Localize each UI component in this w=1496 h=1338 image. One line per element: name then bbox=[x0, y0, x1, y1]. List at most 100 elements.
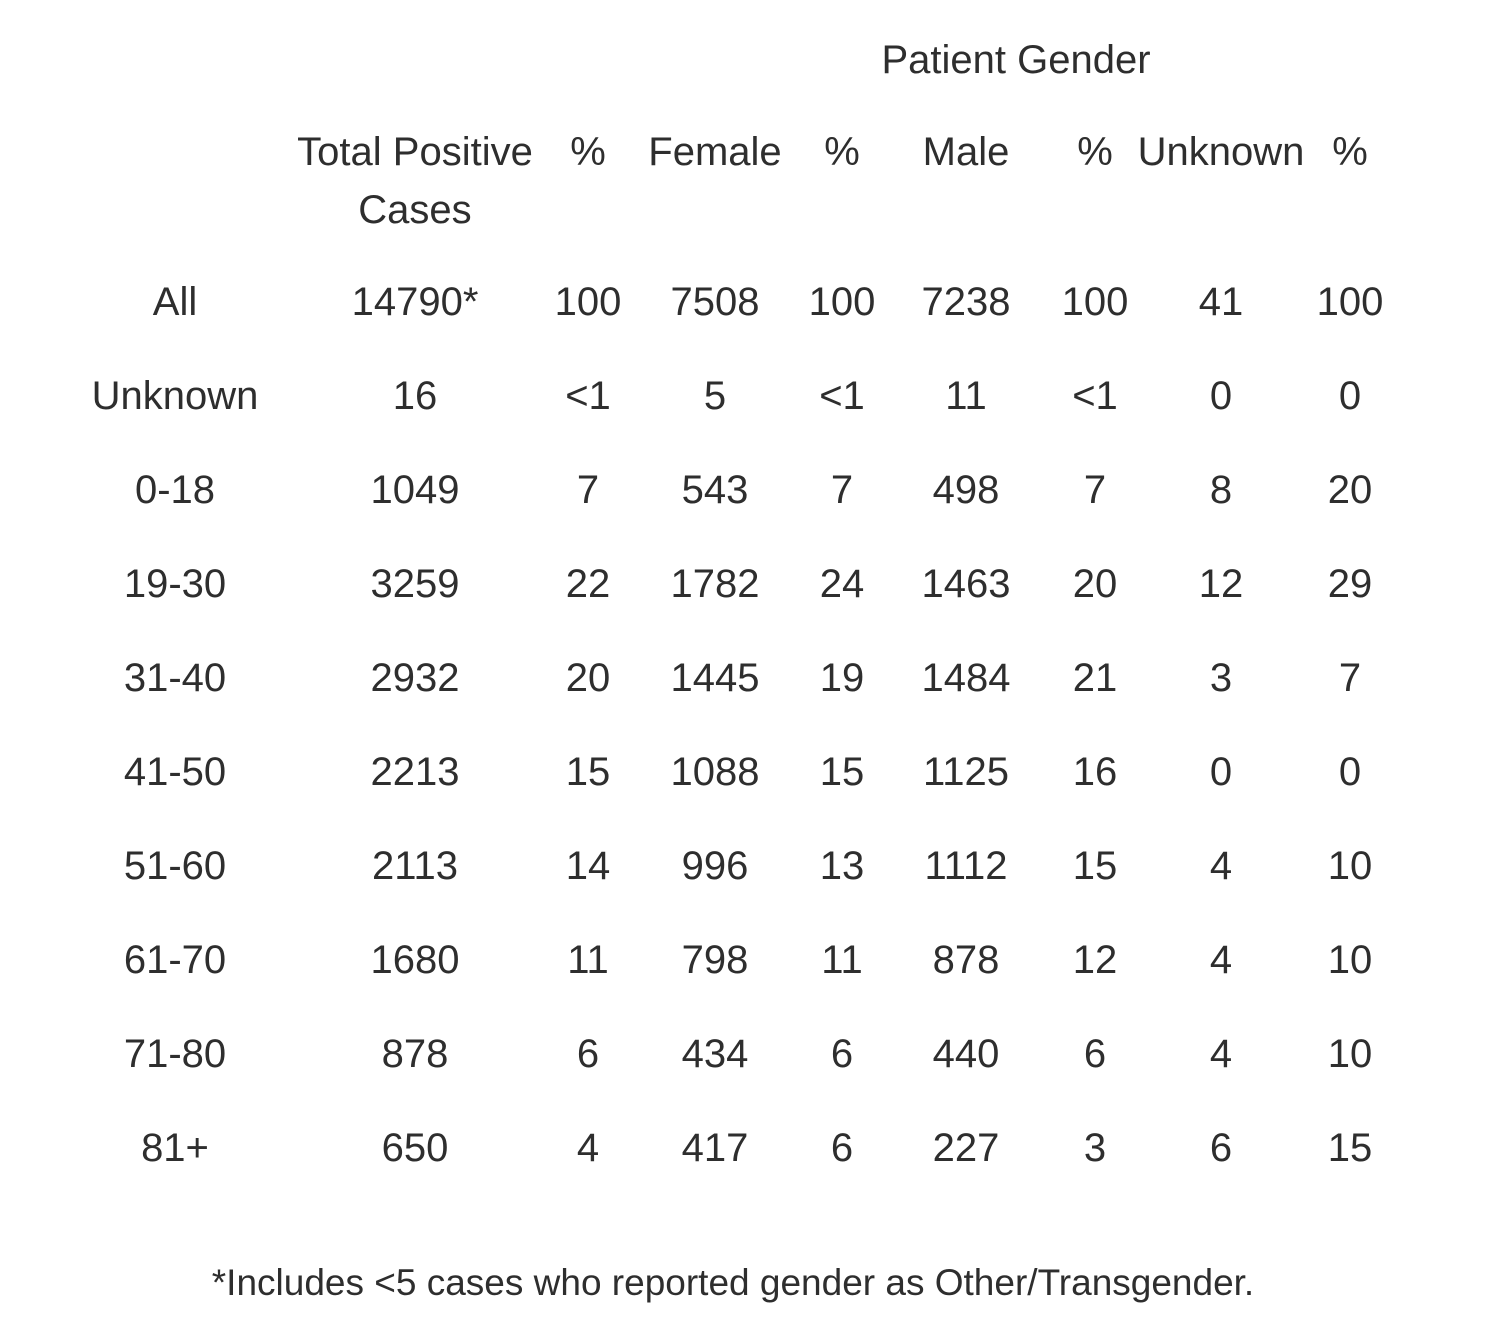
cell-female: 7508 bbox=[670, 279, 760, 324]
cell-male-pct: 7 bbox=[1083, 467, 1107, 512]
table-title: Patient Gender bbox=[881, 38, 1151, 82]
cell-unknown-pct: 0 bbox=[1338, 749, 1362, 794]
cell-total-positive-cases: 650 bbox=[381, 1125, 449, 1170]
cell-unknown-pct: 10 bbox=[1327, 843, 1373, 888]
cell-male: 878 bbox=[932, 937, 1000, 982]
cell-unknown-pct: 15 bbox=[1327, 1125, 1373, 1170]
cell-female: 996 bbox=[681, 843, 749, 888]
row-label: 71-80 bbox=[123, 1031, 227, 1076]
cell-male: 498 bbox=[932, 467, 1000, 512]
cell-male-pct: 6 bbox=[1083, 1031, 1107, 1076]
header-female: Female bbox=[648, 130, 782, 174]
row-label: 61-70 bbox=[123, 937, 227, 982]
row-label: 41-50 bbox=[123, 749, 227, 794]
cell-female: 417 bbox=[681, 1125, 749, 1170]
cell-total-positive-cases: 878 bbox=[381, 1031, 449, 1076]
cell-male: 1125 bbox=[922, 749, 1009, 794]
row-label: Unknown bbox=[91, 373, 259, 418]
cell-total-positive-cases: 2113 bbox=[371, 843, 458, 888]
header-male: Male bbox=[922, 130, 1010, 174]
header-male-pct: % bbox=[1077, 130, 1113, 174]
data-table: Total Positive Cases % Female % Male % Un… bbox=[60, 123, 1406, 1195]
cell-total-positive-cases: 2932 bbox=[370, 655, 460, 700]
cell-total-positive-cases: 1680 bbox=[370, 937, 460, 982]
cell-female-pct: 11 bbox=[821, 937, 863, 982]
cell-unknown: 0 bbox=[1209, 373, 1233, 418]
cell-unknown: 12 bbox=[1198, 561, 1244, 606]
cell-total-pct: 100 bbox=[554, 279, 622, 324]
cell-male: 11 bbox=[945, 373, 987, 418]
cell-male: 227 bbox=[932, 1125, 1000, 1170]
cell-unknown: 4 bbox=[1209, 843, 1233, 888]
cell-unknown: 4 bbox=[1209, 937, 1233, 982]
cell-total-pct: 4 bbox=[576, 1125, 600, 1170]
cell-unknown: 0 bbox=[1209, 749, 1233, 794]
cell-female: 543 bbox=[681, 467, 749, 512]
cell-female-pct: 7 bbox=[830, 467, 854, 512]
cell-total-pct: 20 bbox=[565, 655, 611, 700]
header-unknown-pct: % bbox=[1332, 130, 1368, 174]
cell-female-pct: 15 bbox=[819, 749, 865, 794]
cell-female-pct: 13 bbox=[819, 843, 865, 888]
cell-total-pct: 6 bbox=[576, 1031, 600, 1076]
cell-total-positive-cases: 2213 bbox=[370, 749, 460, 794]
cell-male-pct: <1 bbox=[1072, 373, 1118, 418]
cell-female: 1445 bbox=[670, 655, 760, 700]
cell-unknown: 41 bbox=[1198, 279, 1244, 324]
row-label: 51-60 bbox=[123, 843, 227, 888]
row-label: 19-30 bbox=[123, 561, 227, 606]
cell-male-pct: 100 bbox=[1061, 279, 1129, 324]
cell-total-positive-cases: 14790* bbox=[351, 279, 479, 324]
cell-unknown-pct: 29 bbox=[1327, 561, 1373, 606]
row-label: All bbox=[152, 279, 198, 324]
cell-male-pct: 12 bbox=[1072, 937, 1118, 982]
cell-male-pct: 3 bbox=[1083, 1125, 1107, 1170]
header-total-positive-cases: Total Positive Cases bbox=[290, 123, 540, 255]
cell-unknown-pct: 10 bbox=[1327, 1031, 1373, 1076]
cell-unknown: 4 bbox=[1209, 1031, 1233, 1076]
cell-female-pct: 19 bbox=[819, 655, 865, 700]
header-unknown: Unknown bbox=[1137, 130, 1305, 174]
cell-male: 1484 bbox=[921, 655, 1011, 700]
cell-male: 7238 bbox=[921, 279, 1011, 324]
cell-female: 1088 bbox=[670, 749, 760, 794]
cell-unknown-pct: 100 bbox=[1316, 279, 1384, 324]
row-label: 0-18 bbox=[134, 467, 216, 512]
cell-male: 1463 bbox=[921, 561, 1011, 606]
cell-female: 1782 bbox=[670, 561, 760, 606]
cell-female: 5 bbox=[703, 373, 727, 418]
header-total-pct: % bbox=[570, 130, 606, 174]
cell-female-pct: <1 bbox=[819, 373, 865, 418]
cell-female-pct: 6 bbox=[830, 1125, 854, 1170]
cell-male-pct: 20 bbox=[1072, 561, 1118, 606]
cell-total-pct: 15 bbox=[565, 749, 611, 794]
cell-male: 440 bbox=[932, 1031, 1000, 1076]
header-female-pct: % bbox=[824, 130, 860, 174]
footnote: *Includes <5 cases who reported gender a… bbox=[211, 1262, 1255, 1303]
cell-total-pct: 11 bbox=[567, 937, 609, 982]
cell-unknown-pct: 0 bbox=[1338, 373, 1362, 418]
row-label: 31-40 bbox=[123, 655, 227, 700]
cell-unknown: 6 bbox=[1209, 1125, 1233, 1170]
cell-female-pct: 6 bbox=[830, 1031, 854, 1076]
cell-total-pct: 22 bbox=[565, 561, 611, 606]
cell-total-positive-cases: 3259 bbox=[370, 561, 460, 606]
cell-unknown-pct: 10 bbox=[1327, 937, 1373, 982]
cell-male-pct: 15 bbox=[1072, 843, 1118, 888]
cell-total-positive-cases: 1049 bbox=[370, 467, 460, 512]
cell-total-pct: 7 bbox=[576, 467, 600, 512]
cell-female-pct: 100 bbox=[808, 279, 876, 324]
cell-female: 434 bbox=[681, 1031, 749, 1076]
cell-unknown-pct: 7 bbox=[1338, 655, 1362, 700]
header-total-line2: Cases bbox=[358, 188, 472, 232]
cell-total-positive-cases: 16 bbox=[392, 373, 438, 418]
cell-unknown: 8 bbox=[1209, 467, 1233, 512]
cell-male-pct: 21 bbox=[1072, 655, 1118, 700]
cell-female: 798 bbox=[681, 937, 749, 982]
cell-unknown: 3 bbox=[1209, 655, 1233, 700]
cell-total-pct: <1 bbox=[565, 373, 611, 418]
header-age-group-spacer bbox=[60, 123, 290, 255]
cell-male-pct: 16 bbox=[1072, 749, 1118, 794]
cell-female-pct: 24 bbox=[819, 561, 865, 606]
